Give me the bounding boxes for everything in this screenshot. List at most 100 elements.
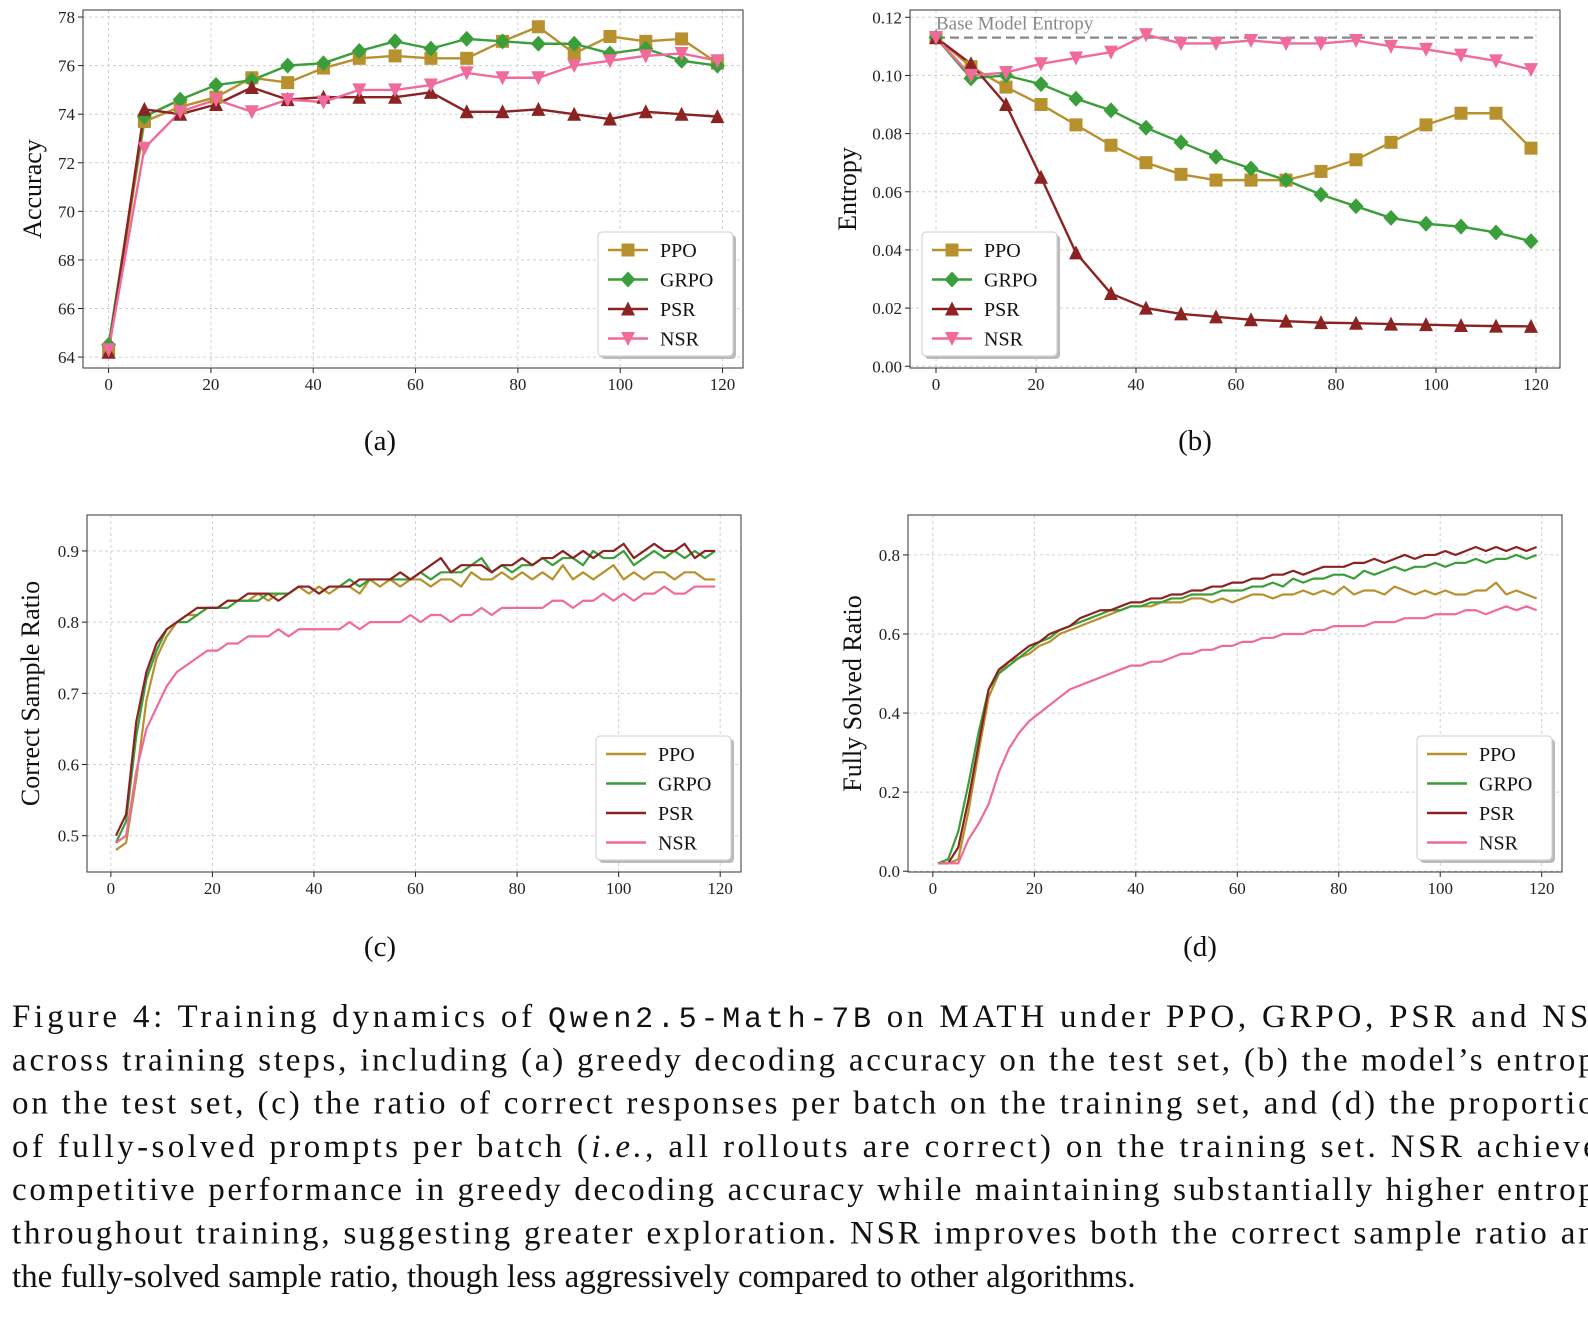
marker bbox=[675, 32, 689, 46]
caption-text: the fully-solved sample ratio, though le… bbox=[12, 1259, 1136, 1295]
x-tick-label: 60 bbox=[407, 375, 424, 394]
plot-frame bbox=[907, 514, 1563, 873]
y-tick-label: 0.8 bbox=[58, 613, 79, 632]
marker bbox=[459, 30, 475, 47]
x-tick-label: 120 bbox=[1523, 375, 1549, 394]
marker bbox=[280, 93, 295, 108]
marker bbox=[244, 105, 259, 120]
y-tick-label: 0.6 bbox=[879, 625, 900, 644]
series-line bbox=[937, 605, 1538, 865]
caption-line: of fully-solved prompts per batch (i.e.,… bbox=[12, 1129, 1588, 1165]
y-tick-label: 0.06 bbox=[872, 183, 902, 202]
marker bbox=[602, 111, 617, 126]
marker bbox=[638, 104, 653, 119]
y-tick-label: 70 bbox=[58, 202, 75, 221]
marker bbox=[1174, 36, 1188, 51]
marker bbox=[1173, 134, 1189, 151]
x-tick-label: 80 bbox=[1328, 375, 1345, 394]
marker bbox=[1069, 245, 1083, 260]
legend bbox=[597, 231, 734, 357]
caption-text: of fully-solved prompts per batch ( bbox=[12, 1129, 588, 1165]
marker bbox=[101, 343, 116, 358]
y-tick-label: 0.6 bbox=[58, 756, 79, 775]
series-line bbox=[937, 581, 1538, 865]
marker bbox=[710, 109, 725, 124]
legend-label: GRPO bbox=[660, 270, 713, 292]
marker bbox=[208, 77, 224, 94]
y-axis-label: Correct Sample Ratio bbox=[16, 581, 45, 806]
x-tick-label: 100 bbox=[606, 879, 632, 898]
marker bbox=[1278, 172, 1294, 189]
marker bbox=[459, 104, 474, 119]
y-tick-label: 78 bbox=[58, 8, 75, 27]
marker bbox=[137, 141, 152, 156]
marker bbox=[1383, 209, 1399, 226]
x-tick-label: 20 bbox=[204, 879, 221, 898]
marker bbox=[423, 78, 438, 93]
x-tick-label: 100 bbox=[1427, 879, 1453, 898]
marker bbox=[1454, 106, 1468, 120]
marker bbox=[945, 332, 959, 346]
marker bbox=[388, 49, 402, 63]
marker bbox=[1033, 76, 1049, 93]
marker bbox=[929, 31, 943, 46]
marker bbox=[710, 54, 725, 69]
x-tick-label: 40 bbox=[305, 375, 322, 394]
caption-line: the fully-solved sample ratio, though le… bbox=[12, 1259, 1136, 1295]
y-tick-label: 66 bbox=[58, 299, 75, 318]
y-tick-label: 0.5 bbox=[58, 827, 79, 846]
marker bbox=[137, 101, 152, 116]
marker bbox=[530, 35, 546, 52]
plot-frame bbox=[909, 9, 1561, 369]
y-tick-label: 0.08 bbox=[872, 125, 902, 144]
legend-label: NSR bbox=[660, 329, 700, 351]
marker bbox=[1279, 313, 1293, 328]
y-tick-label: 72 bbox=[58, 154, 75, 173]
legend bbox=[1416, 735, 1553, 861]
caption-text: across training steps, including (a) gre… bbox=[12, 1042, 1588, 1078]
marker bbox=[1244, 173, 1258, 187]
marker bbox=[621, 243, 635, 257]
legend-label: PPO bbox=[658, 744, 695, 766]
marker bbox=[1349, 34, 1363, 49]
marker bbox=[1524, 141, 1538, 155]
legend-label: PSR bbox=[984, 299, 1020, 321]
marker bbox=[1524, 318, 1538, 333]
marker bbox=[1069, 51, 1083, 66]
marker bbox=[280, 57, 296, 74]
marker bbox=[1139, 156, 1153, 170]
caption-text: , all rollouts are correct) on the train… bbox=[645, 1129, 1588, 1165]
plot-frame bbox=[86, 514, 742, 873]
x-tick-label: 40 bbox=[1127, 879, 1144, 898]
y-tick-label: 0.8 bbox=[879, 546, 900, 565]
marker bbox=[621, 332, 635, 346]
marker bbox=[459, 66, 474, 81]
x-tick-label: 20 bbox=[1028, 375, 1045, 394]
marker bbox=[1349, 315, 1363, 330]
marker bbox=[999, 97, 1013, 112]
marker bbox=[1523, 233, 1539, 250]
x-tick-label: 100 bbox=[1423, 375, 1449, 394]
marker bbox=[495, 71, 510, 86]
marker bbox=[460, 51, 474, 65]
marker bbox=[1454, 48, 1468, 63]
legend-label: PSR bbox=[1479, 803, 1515, 825]
marker bbox=[281, 76, 295, 90]
series-line bbox=[107, 86, 718, 353]
marker bbox=[1244, 34, 1258, 49]
marker bbox=[1069, 118, 1083, 132]
y-tick-label: 68 bbox=[58, 251, 75, 270]
caption-text: Figure 4: Training dynamics of bbox=[12, 999, 544, 1035]
marker bbox=[567, 46, 581, 60]
chart: 0 20 40 60 80 100 120 64 66 68 70 72 74 76 78 PPO GRPO PS… bbox=[18, 8, 744, 457]
y-tick-label: 0.04 bbox=[872, 241, 902, 260]
marker bbox=[1314, 315, 1328, 330]
caption-line: across training steps, including (a) gre… bbox=[12, 1042, 1588, 1078]
x-tick-label: 80 bbox=[509, 375, 526, 394]
marker bbox=[1139, 28, 1153, 43]
marker bbox=[567, 59, 582, 74]
marker bbox=[1068, 90, 1084, 107]
y-tick-label: 0.7 bbox=[58, 684, 80, 703]
marker bbox=[1139, 300, 1153, 315]
